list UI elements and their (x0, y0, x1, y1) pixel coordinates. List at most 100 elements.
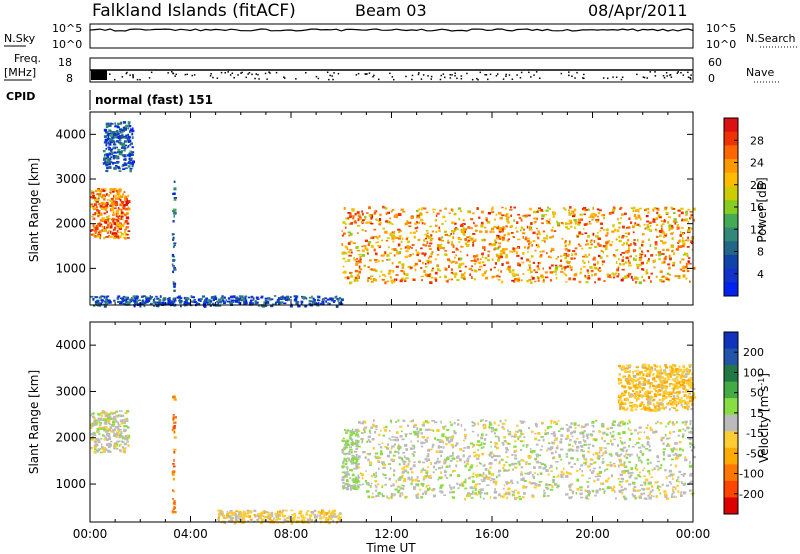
heatmap-cell (598, 488, 602, 491)
heatmap-cell (505, 461, 508, 463)
heatmap-cell (569, 242, 571, 245)
heatmap-cell (552, 431, 556, 435)
heatmap-cell (682, 433, 685, 436)
heatmap-cell (560, 434, 564, 437)
nave-dot (411, 74, 414, 77)
heatmap-cell (599, 267, 601, 270)
heatmap-cell (641, 444, 644, 447)
heatmap-cell (552, 211, 555, 213)
heatmap-cell (509, 209, 513, 211)
heatmap-cell (332, 300, 336, 303)
heatmap-cell (645, 272, 648, 275)
heatmap-cell (601, 425, 605, 427)
heatmap-cell (564, 208, 567, 211)
heatmap-cell (564, 266, 567, 269)
heatmap-cell (538, 481, 543, 483)
heatmap-cell (374, 430, 377, 434)
heatmap-cell (99, 422, 102, 424)
heatmap-cell (627, 259, 630, 263)
heatmap-cell (118, 444, 121, 447)
heatmap-cell (631, 445, 635, 448)
heatmap-cell (569, 221, 573, 225)
heatmap-cell (620, 217, 622, 220)
heatmap-cell (459, 257, 463, 261)
heatmap-cell (172, 192, 176, 195)
heatmap-cell (516, 481, 519, 484)
heatmap-cell (634, 397, 637, 400)
heatmap-cell (561, 267, 564, 270)
heatmap-cell (444, 267, 448, 271)
heatmap-cell (326, 519, 330, 521)
heatmap-cell (541, 210, 545, 212)
nsearch-tick-bottom: 10^0 (706, 38, 736, 51)
heatmap-cell (364, 456, 367, 459)
heatmap-cell (513, 219, 516, 222)
heatmap-cell (392, 458, 395, 462)
heatmap-cell (347, 442, 350, 445)
heatmap-cell (498, 230, 502, 233)
heatmap-cell (637, 239, 639, 242)
heatmap-cell (323, 514, 325, 518)
heatmap-cell (672, 486, 676, 488)
heatmap-cell (452, 272, 456, 275)
heatmap-cell (504, 207, 507, 210)
heatmap-cell (378, 275, 381, 278)
heatmap-cell (118, 434, 122, 437)
heatmap-cell (125, 216, 129, 220)
heatmap-cell (95, 438, 100, 441)
heatmap-cell (288, 515, 291, 519)
heatmap-cell (576, 469, 579, 472)
heatmap-cell (296, 301, 300, 303)
heatmap-cell (470, 239, 472, 242)
heatmap-cell (106, 133, 110, 136)
heatmap-cell (414, 227, 418, 230)
heatmap-cell (102, 426, 106, 429)
heatmap-cell (619, 206, 623, 209)
heatmap-cell (112, 424, 115, 428)
heatmap-cell (644, 482, 647, 486)
heatmap-cell (488, 425, 490, 429)
heatmap-cell (118, 198, 121, 200)
heatmap-cell (620, 253, 622, 256)
heatmap-cell (583, 443, 587, 446)
heatmap-cell (350, 442, 354, 445)
heatmap-cell (103, 156, 106, 159)
heatmap-cell (109, 139, 111, 141)
heatmap-cell (430, 429, 433, 431)
heatmap-cell (102, 411, 106, 414)
heatmap-cell (599, 222, 603, 225)
heatmap-cell (330, 511, 335, 515)
heatmap-cell (302, 519, 305, 523)
heatmap-cell (663, 260, 666, 264)
heatmap-cell (386, 495, 388, 499)
heatmap-cell (657, 251, 662, 254)
heatmap-cell (654, 481, 658, 484)
heatmap-cell (410, 482, 413, 486)
heatmap-cell (583, 213, 586, 216)
heatmap-cell (100, 443, 103, 446)
heatmap-cell (598, 244, 602, 247)
heatmap-cell (388, 437, 391, 440)
heatmap-cell (370, 475, 374, 478)
heatmap-cell (539, 462, 542, 464)
heatmap-cell (524, 214, 528, 218)
heatmap-cell (107, 449, 110, 453)
heatmap-cell (106, 231, 109, 234)
heatmap-cell (596, 261, 599, 265)
heatmap-cell (630, 275, 633, 279)
heatmap-cell (95, 421, 98, 425)
heatmap-cell (117, 295, 121, 298)
heatmap-cell (422, 485, 424, 487)
heatmap-cell (484, 468, 488, 471)
heatmap-cell (338, 513, 341, 516)
heatmap-cell (514, 430, 517, 433)
heatmap-cell (672, 261, 676, 265)
heatmap-cell (366, 212, 369, 214)
heatmap-cell (130, 142, 133, 145)
nave-dot (677, 71, 679, 73)
heatmap-cell (573, 273, 578, 277)
heatmap-cell (359, 258, 362, 261)
heatmap-cell (405, 448, 408, 451)
heatmap-cell (348, 254, 352, 257)
heatmap-cell (199, 299, 202, 302)
